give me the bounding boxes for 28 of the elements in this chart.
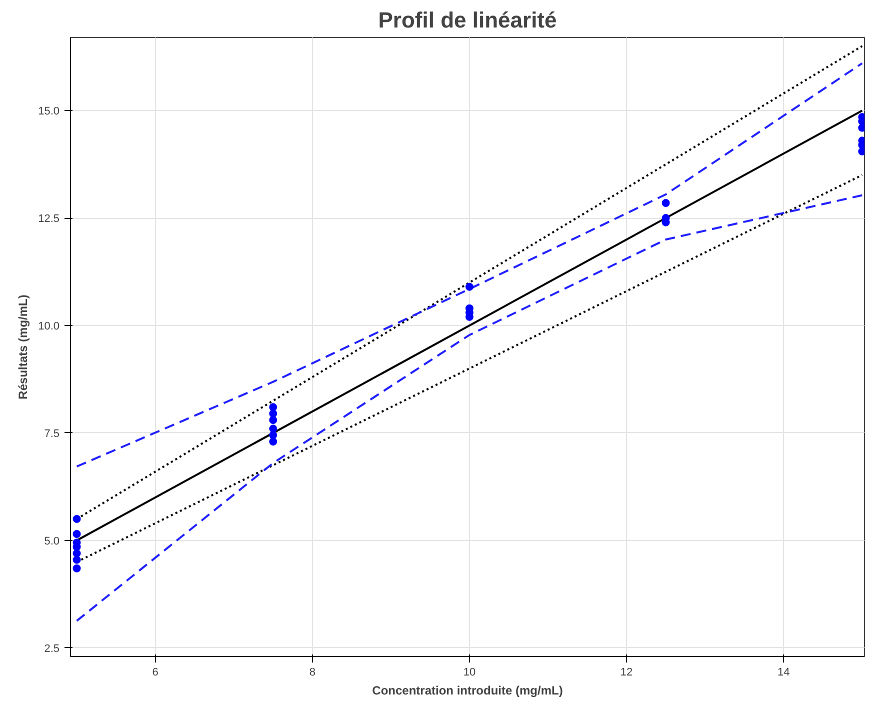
y-tick-label: 2.5 <box>44 642 60 655</box>
point <box>72 549 81 558</box>
y-tick-label: 5.0 <box>44 535 60 548</box>
y-tick-label: 15.0 <box>38 106 60 118</box>
y-tick-label: 7.5 <box>44 428 60 440</box>
x-tick-label: 8 <box>309 666 316 678</box>
y-tick-label: 10.0 <box>38 320 60 333</box>
x-axis-title: Concentration introduite (mg/mL) <box>372 684 563 698</box>
point <box>72 514 81 523</box>
point <box>662 199 670 207</box>
point <box>269 438 278 446</box>
point <box>72 564 81 572</box>
point <box>269 431 278 440</box>
y-tick-label: 12.5 <box>38 213 60 226</box>
point <box>269 416 278 424</box>
point <box>269 424 278 433</box>
point <box>72 556 81 564</box>
y-axis-title: Résultats (mg/mL) <box>16 294 30 400</box>
chart-title: Profil de linéarité <box>378 8 557 32</box>
point <box>465 282 474 291</box>
x-tick-label: 10 <box>463 666 476 678</box>
x-tick-label: 14 <box>777 666 790 678</box>
point <box>72 530 81 538</box>
point <box>269 403 278 412</box>
x-tick-label: 6 <box>152 666 158 678</box>
line-series <box>76 194 864 622</box>
x-tick-label: 12 <box>620 666 633 678</box>
point <box>269 410 278 418</box>
